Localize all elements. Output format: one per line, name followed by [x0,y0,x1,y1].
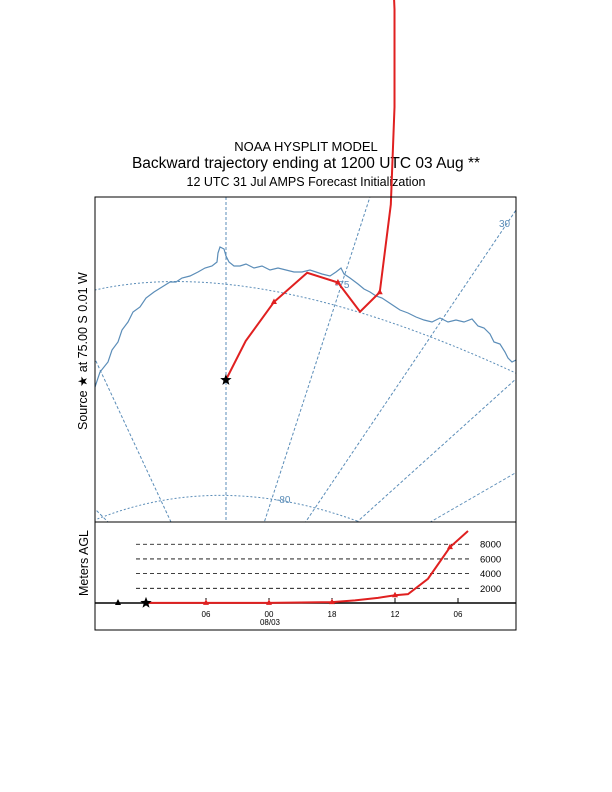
trajectory-line [224,0,396,381]
height-x-tick-label: 12 [391,610,400,619]
latitude-label-75: -75 [335,280,350,291]
height-trajectory-line [145,530,469,604]
height-ylabel: Meters AGL [77,530,91,596]
meridian-line [0,401,226,640]
longitude-label-30: 30 [499,219,511,230]
meridian-line [95,508,109,522]
latitude-circle-80 [95,494,362,522]
height-x-tick-label: 18 [328,610,337,619]
height-y-tick-label: 4000 [480,569,501,580]
latitude-label-80: -80 [276,495,291,506]
height-x-tick-label: 06 [454,610,463,619]
meridian-line [356,378,516,522]
height-gridlines: 2000 4000 6000 8000 [136,540,501,595]
map-frame [94,196,517,523]
source-label: Source ★ at 75.00 S 0.01 W [76,272,90,430]
height-panel: 2000 4000 6000 8000 06 00 18 12 06 08/03 Meters… [77,521,517,631]
trajectory-height-series [115,530,469,608]
height-source-star [140,596,152,608]
trajectory-marker [270,298,277,304]
meridian-line [263,197,371,522]
latitude-circle-75 [95,281,516,374]
height-trajectory-marker [266,599,272,605]
meridian-line [304,209,516,522]
height-origin-marker [115,599,121,605]
trajectory-marker [376,288,383,295]
initialization-subtitle: 12 UTC 31 Jul AMPS Forecast Initializati… [186,175,426,189]
meridian-line [95,357,172,522]
meridian-line [429,471,516,522]
source-star [220,374,232,385]
trajectory-marker [334,279,341,285]
map-panel: -75 -80 30 Source ★ at 75.00 S 0.01 W [0,0,612,640]
coastline [95,246,516,388]
height-x-tick-label: 06 [202,610,211,619]
map-gridlines [0,197,612,640]
model-title: NOAA HYSPLIT MODEL [234,139,378,154]
height-date-label: 08/03 [260,618,281,627]
height-trajectory-marker [203,599,209,605]
meridian-line [226,424,612,640]
height-x-tick-label: 00 [265,610,274,619]
height-trajectory-marker [392,591,398,598]
height-y-tick-label: 6000 [480,554,501,565]
height-trajectory-marker [447,543,453,550]
height-frame [94,521,517,631]
height-trajectory-marker [329,598,335,605]
height-y-tick-label: 8000 [480,540,501,551]
height-y-tick-label: 2000 [480,584,501,595]
trajectory-map-series [220,0,396,385]
